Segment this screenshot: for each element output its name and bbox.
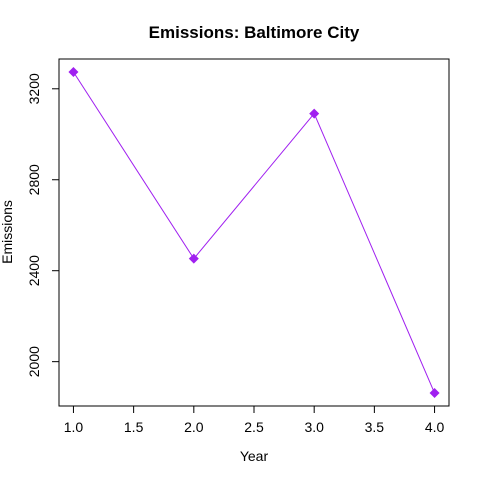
x-tick-label: 3.5 bbox=[365, 419, 385, 435]
y-tick-label: 2000 bbox=[26, 346, 42, 377]
y-tick-label: 2400 bbox=[26, 255, 42, 286]
data-point-marker bbox=[309, 108, 320, 119]
x-tick-label: 4.0 bbox=[425, 419, 445, 435]
y-axis: 2000 2400 2800 3200 bbox=[26, 73, 60, 377]
chart-title: Emissions: Baltimore City bbox=[149, 23, 360, 42]
x-axis-label: Year bbox=[240, 448, 269, 464]
x-tick-label: 2.5 bbox=[244, 419, 264, 435]
data-point-marker bbox=[429, 388, 440, 399]
y-tick-label: 3200 bbox=[26, 73, 42, 104]
plot-frame bbox=[58, 58, 450, 407]
x-tick-label: 3.0 bbox=[304, 419, 324, 435]
x-tick-label: 2.0 bbox=[184, 419, 204, 435]
x-tick-label: 1.0 bbox=[64, 419, 84, 435]
series-line bbox=[73, 71, 436, 394]
y-axis-label: Emissions bbox=[0, 200, 15, 264]
series-layer bbox=[68, 66, 440, 399]
x-tick-label: 1.5 bbox=[124, 419, 144, 435]
data-point-marker bbox=[188, 253, 199, 264]
y-tick-label: 2800 bbox=[26, 164, 42, 195]
x-axis: 1.0 1.5 2.0 2.5 3.0 3.5 4.0 bbox=[64, 405, 445, 435]
data-point-marker bbox=[68, 66, 79, 77]
